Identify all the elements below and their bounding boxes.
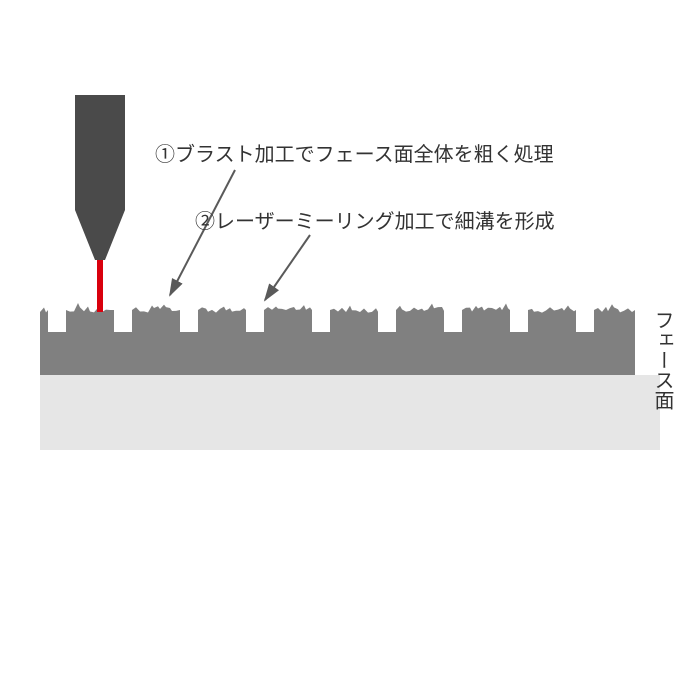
annotation-2: ②レーザーミーリング加工で細溝を形成 [195,205,555,234]
annotation-1: ①ブラスト加工でフェース面全体を粗く処理 [155,138,554,167]
side-label-face: フェース面 [648,310,677,410]
diagram-svg [0,0,700,700]
